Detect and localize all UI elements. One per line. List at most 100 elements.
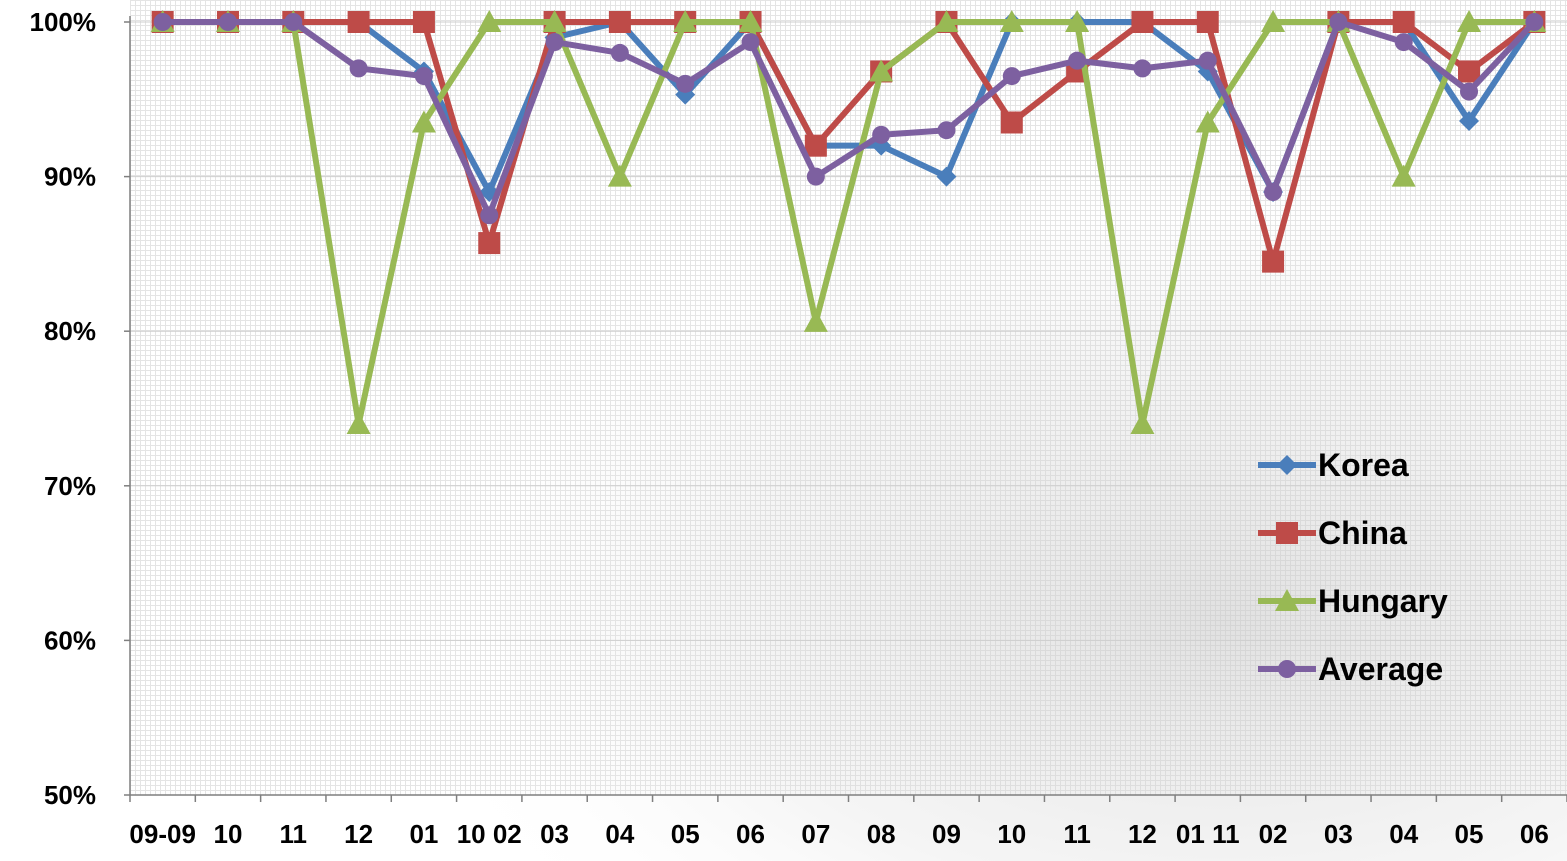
x-tick-label: 10 xyxy=(214,819,243,849)
x-tick-label: 03 xyxy=(1324,819,1353,849)
data-point xyxy=(414,67,433,86)
data-point xyxy=(545,33,564,52)
series-line xyxy=(159,19,1538,265)
data-point xyxy=(1130,411,1155,434)
data-point xyxy=(607,164,632,187)
legend-label: Hungary xyxy=(1318,583,1448,619)
x-tick-label: 06 xyxy=(1520,819,1549,849)
legend-item-china: China xyxy=(1258,515,1407,551)
data-point xyxy=(738,10,763,32)
series-line xyxy=(159,19,1538,427)
y-tick-label: 100% xyxy=(30,7,97,37)
axes: 50% 60% 70% 80% 90% 100% 09-09 10 11 12 01 10 02 03 0… xyxy=(30,7,1567,849)
x-tick-label: 09-09 xyxy=(129,819,196,849)
data-point xyxy=(1264,183,1283,202)
x-tick-label: 10 02 xyxy=(457,819,522,849)
data-point xyxy=(411,110,436,133)
legend-item-korea: Korea xyxy=(1258,447,1409,483)
data-point xyxy=(1133,59,1152,78)
x-tick-label: 12 xyxy=(344,819,373,849)
x-tick-label: 09 xyxy=(932,819,961,849)
x-tick-label: 08 xyxy=(867,819,896,849)
data-point xyxy=(1392,11,1415,33)
data-point xyxy=(1329,13,1348,31)
data-point xyxy=(804,134,827,157)
data-point xyxy=(610,43,629,62)
legend-label: Average xyxy=(1318,651,1443,687)
legend: Korea China Hungary Average xyxy=(1258,447,1448,687)
data-point xyxy=(608,11,631,33)
data-point xyxy=(412,11,435,33)
data-point xyxy=(934,10,959,32)
data-point xyxy=(1459,110,1480,131)
x-tick-label: 11 xyxy=(1063,819,1091,849)
x-tick-label: 06 xyxy=(736,819,765,849)
x-tick-label: 04 xyxy=(1389,819,1418,849)
data-point xyxy=(1391,164,1416,187)
data-point xyxy=(478,232,501,255)
x-tick-label: 11 xyxy=(280,819,308,849)
legend-label: China xyxy=(1318,515,1407,551)
gridlines xyxy=(130,21,1567,641)
data-point xyxy=(936,166,957,187)
data-point xyxy=(346,411,371,434)
data-point xyxy=(349,59,368,78)
data-point xyxy=(1457,10,1482,32)
data-point xyxy=(1065,10,1090,32)
data-point xyxy=(741,33,760,52)
data-point xyxy=(673,10,698,32)
legend-item-hungary: Hungary xyxy=(1258,583,1448,619)
data-point xyxy=(869,59,894,82)
data-point xyxy=(347,11,370,33)
x-tick-label: 05 xyxy=(1455,819,1484,849)
data-point xyxy=(1394,33,1413,52)
y-tick-label: 90% xyxy=(44,162,96,192)
data-point xyxy=(284,13,303,31)
y-tick-label: 50% xyxy=(44,780,96,810)
x-tick-label: 01 11 xyxy=(1176,819,1240,849)
y-tick-label: 80% xyxy=(44,316,96,346)
data-point xyxy=(872,125,891,144)
x-tick-label: 07 xyxy=(801,819,830,849)
x-tick-label: 05 xyxy=(671,819,700,849)
data-point xyxy=(803,309,828,332)
data-point xyxy=(1000,111,1023,134)
x-tick-label: 01 xyxy=(409,819,438,849)
series-average xyxy=(153,13,1544,225)
data-point xyxy=(1460,82,1479,101)
data-point xyxy=(1195,110,1220,133)
y-tick-label: 70% xyxy=(44,471,96,501)
data-point xyxy=(477,10,502,32)
data-point xyxy=(1196,11,1219,33)
series-lines xyxy=(150,10,1547,434)
legend-marker xyxy=(1278,660,1296,678)
data-point xyxy=(1198,51,1217,70)
data-point xyxy=(676,74,695,93)
data-point xyxy=(806,167,825,186)
data-point xyxy=(218,13,237,31)
data-point xyxy=(1068,51,1087,70)
y-tick-label: 60% xyxy=(44,625,96,655)
x-tick-label: 10 xyxy=(997,819,1026,849)
legend-marker xyxy=(1275,589,1299,611)
data-point xyxy=(937,121,956,140)
data-point xyxy=(542,10,567,32)
series-line xyxy=(159,19,1538,219)
data-point xyxy=(1525,13,1544,31)
legend-label: Korea xyxy=(1318,447,1409,483)
data-point xyxy=(999,10,1024,32)
legend-marker xyxy=(1276,522,1298,544)
x-tick-label: 04 xyxy=(605,819,634,849)
legend-item-average: Average xyxy=(1258,651,1443,687)
data-point xyxy=(480,206,499,225)
data-point xyxy=(1262,250,1285,273)
x-tick-label: 02 xyxy=(1259,819,1288,849)
data-point xyxy=(1002,67,1021,86)
data-point xyxy=(1458,60,1481,83)
x-tick-label: 12 xyxy=(1128,819,1157,849)
x-tick-label: 03 xyxy=(540,819,569,849)
